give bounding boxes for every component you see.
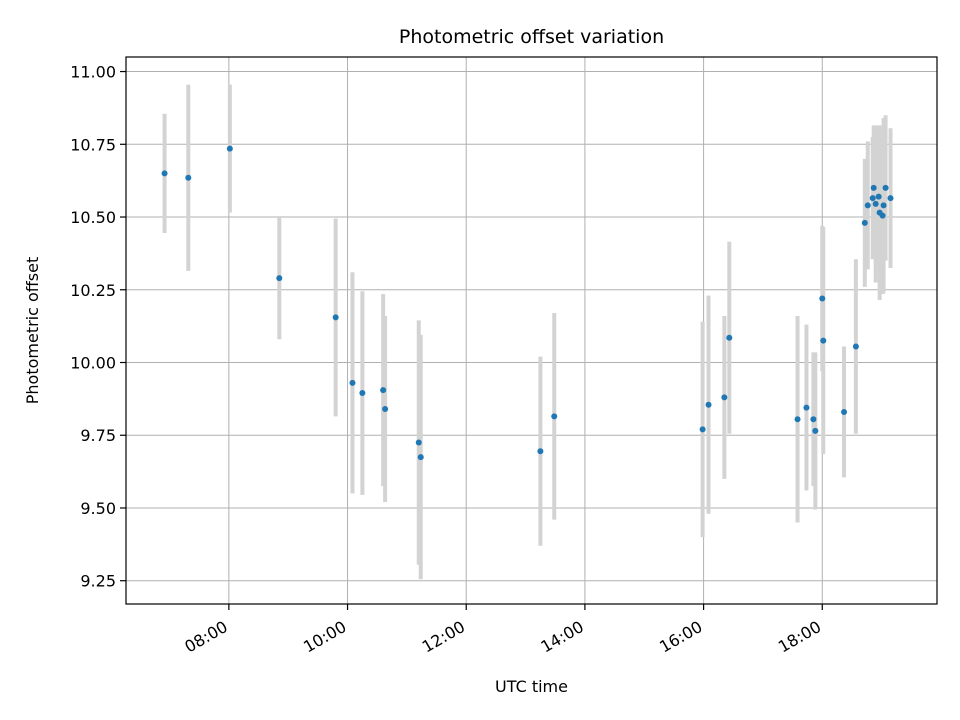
data-point xyxy=(276,275,283,282)
data-point xyxy=(332,314,339,321)
data-point xyxy=(875,193,882,200)
data-point xyxy=(887,195,894,202)
data-point xyxy=(819,295,826,302)
data-point xyxy=(417,454,424,461)
data-point xyxy=(161,170,168,177)
data-point xyxy=(852,343,859,350)
y-axis-title: Photometric offset xyxy=(23,257,42,405)
data-point xyxy=(872,200,879,207)
data-point xyxy=(185,174,192,181)
data-points xyxy=(161,145,894,461)
data-point xyxy=(349,379,356,386)
data-point xyxy=(226,145,233,152)
data-point xyxy=(537,448,544,455)
data-point xyxy=(861,219,868,226)
chart-title: Photometric offset variation xyxy=(399,26,664,48)
data-point xyxy=(721,394,728,401)
data-point xyxy=(812,427,819,434)
data-point xyxy=(820,337,827,344)
data-point xyxy=(841,408,848,415)
data-point xyxy=(810,416,817,423)
data-point xyxy=(870,184,877,191)
y-tick-label: 10.00 xyxy=(70,354,116,373)
data-point xyxy=(359,390,366,397)
data-point xyxy=(880,202,887,209)
data-point xyxy=(382,406,389,413)
data-point xyxy=(726,334,733,341)
y-tick-label: 10.50 xyxy=(70,208,116,227)
data-point xyxy=(705,401,712,408)
y-tick-label: 10.25 xyxy=(70,281,116,300)
y-tick-label: 9.25 xyxy=(80,572,116,591)
data-point xyxy=(882,184,889,191)
y-tick-label: 10.75 xyxy=(70,135,116,154)
plot-frame xyxy=(125,56,938,605)
data-point xyxy=(869,195,876,202)
x-axis-title: UTC time xyxy=(495,677,568,696)
data-point xyxy=(699,426,706,433)
y-tick-label: 9.50 xyxy=(80,499,116,518)
data-point xyxy=(794,416,801,423)
data-point xyxy=(380,387,387,394)
y-tick-label: 11.00 xyxy=(70,63,116,82)
data-point xyxy=(415,439,422,446)
data-point xyxy=(803,404,810,411)
data-point xyxy=(879,212,886,219)
y-tick-label: 9.75 xyxy=(80,426,116,445)
y-axis: 9.25 9.50 9.75 10.00 10.25 10.50 10.75 11.00 xyxy=(70,63,126,591)
data-point xyxy=(864,202,871,209)
data-point xyxy=(551,413,558,420)
